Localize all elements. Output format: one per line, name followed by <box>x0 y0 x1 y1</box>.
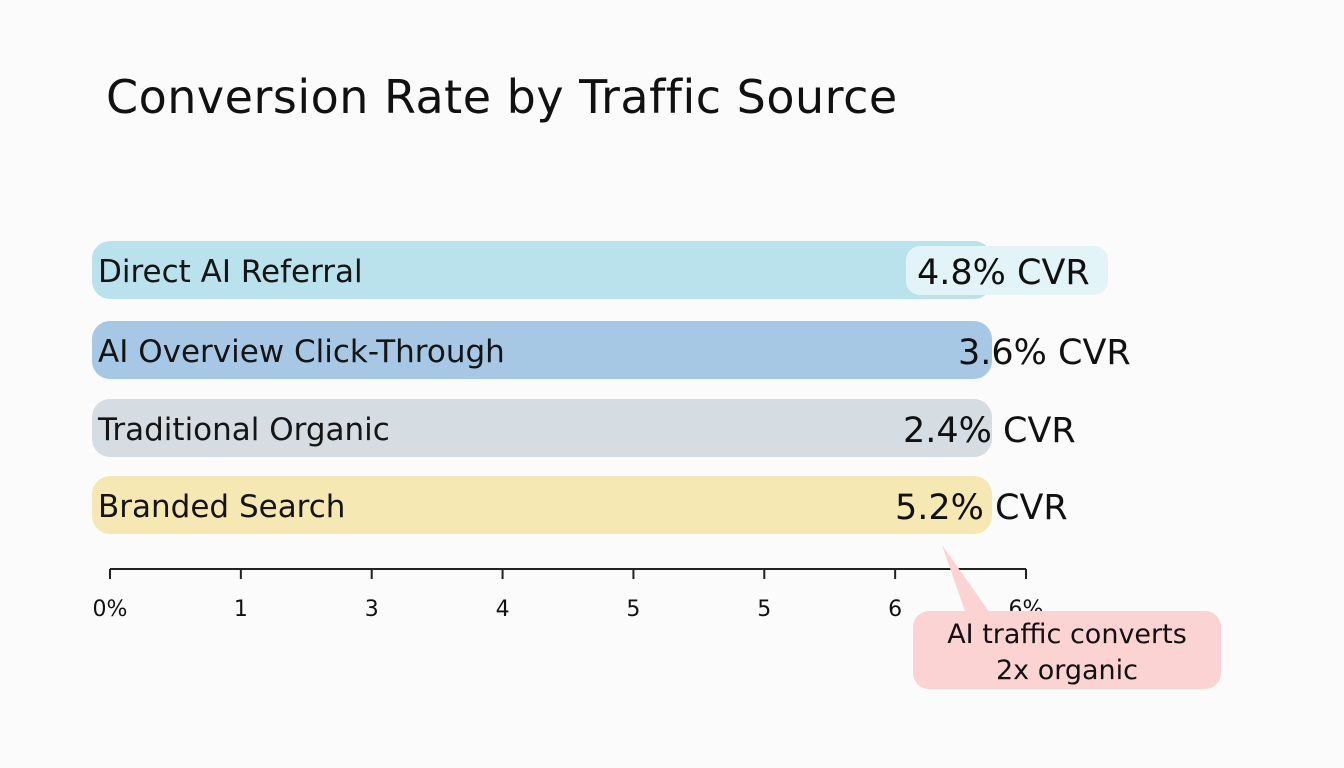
x-tick-label-4: 5 <box>626 597 640 622</box>
bar-0 <box>92 241 992 299</box>
category-label-0: Direct AI Referral <box>98 254 363 290</box>
x-tick-label-0: 0% <box>93 597 128 622</box>
value-label-highlight <box>906 246 1108 295</box>
annotation-line-1: AI traffic converts <box>947 619 1187 650</box>
bar-3 <box>92 476 992 534</box>
bar-1 <box>92 321 992 379</box>
category-label-2: Traditional Organic <box>97 412 390 448</box>
bar-2 <box>92 399 992 457</box>
category-label-1: AI Overview Click-Through <box>98 334 505 370</box>
annotation-callout: AI traffic converts 2x organic <box>913 611 1221 689</box>
callout-pointer <box>942 545 995 620</box>
x-tick-label-6: 6 <box>888 597 902 622</box>
bars-group: Direct AI Referral 4.8% CVR AI Overview Cl… <box>92 241 1131 534</box>
chart-title: Conversion Rate by Traffic Source <box>106 70 898 124</box>
x-tick-label-3: 4 <box>496 597 510 622</box>
annotation-line-2: 2x organic <box>995 655 1139 686</box>
value-label-0: 4.8% CVR <box>917 253 1090 293</box>
value-label-1: 3.6% CVR <box>958 333 1131 373</box>
category-label-3: Branded Search <box>98 489 345 525</box>
x-tick-label-2: 3 <box>365 597 379 622</box>
value-label-2: 2.4% CVR <box>903 411 1076 451</box>
value-label-3: 5.2% CVR <box>895 488 1068 528</box>
x-tick-label-1: 1 <box>234 597 248 622</box>
x-axis: 0% 1 3 4 5 5 6 6% <box>93 568 1043 622</box>
x-tick-label-5: 5 <box>757 597 771 622</box>
